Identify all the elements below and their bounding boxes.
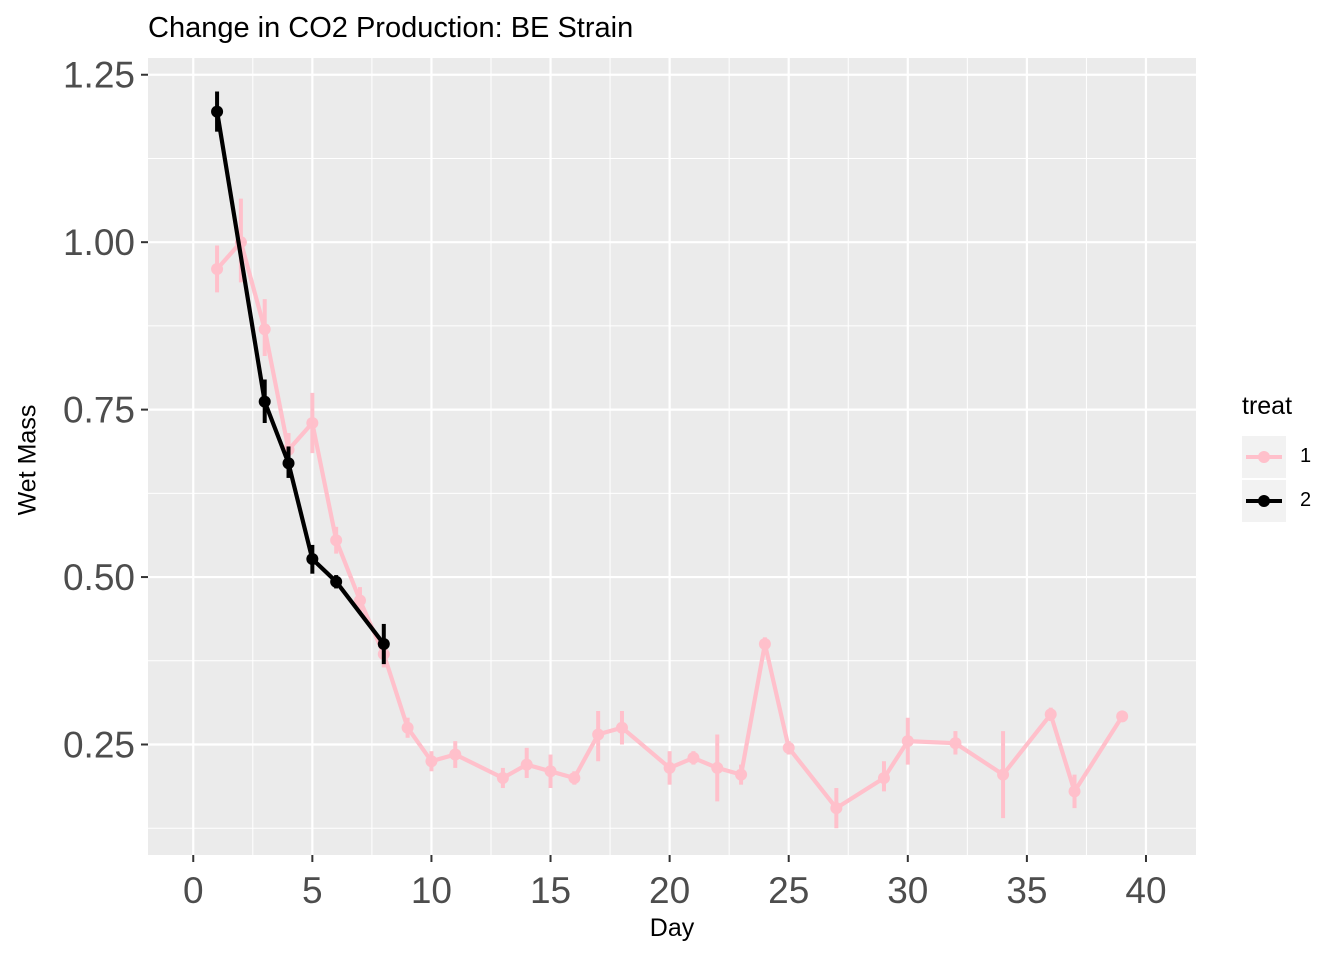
x-tick-label: 40 [1125,870,1166,911]
y-tick-label: 0.50 [63,557,135,598]
x-tick-label: 10 [411,870,452,911]
legend-key-point [1258,451,1270,463]
y-axis-label: Wet Mass [13,404,42,516]
data-point [353,594,366,607]
data-point [568,771,581,784]
y-tick-label: 0.25 [63,724,135,765]
data-point [735,768,748,781]
data-point [1068,785,1081,798]
data-point [1116,710,1129,723]
data-point [211,262,224,275]
legend-key-point [1258,495,1270,507]
data-point [877,771,890,784]
major-gridlines [148,58,1196,855]
data-point [306,552,319,565]
data-point [544,765,557,778]
data-point [425,755,438,768]
data-point [520,758,533,771]
data-point [830,802,843,815]
legend-label-series-1: 1 [1300,445,1312,467]
x-tick-label: 5 [302,870,323,911]
legend-label-series-2: 2 [1300,489,1312,511]
series-2 [211,91,390,665]
data-point [330,534,343,547]
minor-gridlines [148,58,1196,855]
data-point [687,751,700,764]
data-point [592,728,605,741]
data-point [258,323,271,336]
axis-layer: 0 5 10 15 20 25 30 35 40 0.25 0.50 0.75 1.00 1.25 [63,55,1167,911]
plot-panel [148,58,1196,855]
data-point [401,721,414,734]
data-point [330,575,343,588]
x-tick-label: 0 [183,870,204,911]
y-tick-label: 1.25 [63,55,135,96]
data-point [615,721,628,734]
data-point [949,737,962,750]
legend-title: treat [1242,392,1293,420]
series-1 [211,198,1129,829]
data-point [663,761,676,774]
series-layer [211,91,1129,829]
data-point [1044,708,1057,721]
data-point [758,638,771,651]
x-tick-label: 15 [530,870,571,911]
data-point [377,638,390,651]
x-tick-label: 20 [649,870,690,911]
series-line [215,111,386,646]
data-point [211,105,224,118]
x-tick-label: 35 [1006,870,1047,911]
data-point [997,768,1010,781]
legend-layer [1242,436,1286,522]
data-point [258,395,271,408]
y-tick-label: 0.75 [63,390,135,431]
chart-title: Change in CO2 Production: BE Strain [148,12,634,44]
data-point [449,748,462,761]
data-point [782,741,795,754]
y-tick-label: 1.00 [63,222,135,263]
x-axis-label: Day [649,914,695,942]
data-point [901,735,914,748]
data-point [711,761,724,774]
data-point [282,457,295,470]
data-point [496,771,509,784]
x-tick-label: 30 [887,870,928,911]
x-tick-label: 25 [768,870,809,911]
data-point [306,417,319,430]
